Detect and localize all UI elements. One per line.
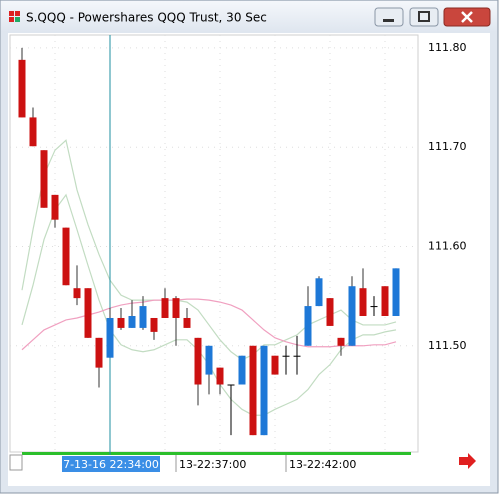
- candle-body: [249, 345, 257, 436]
- candle-body: [84, 288, 92, 338]
- candle-body: [117, 317, 125, 328]
- close-icon: [461, 11, 473, 23]
- candle-body: [392, 268, 400, 316]
- scroll-arrow[interactable]: [459, 453, 476, 469]
- candle-body: [62, 227, 70, 286]
- candle-body: [18, 59, 26, 118]
- candle-body: [51, 194, 59, 220]
- maximize-button[interactable]: [409, 7, 439, 27]
- candle-body: [40, 150, 48, 208]
- plot-area: [9, 34, 419, 453]
- scroll-bar[interactable]: [22, 452, 411, 455]
- x-label-highlight: [62, 456, 160, 472]
- x-tick-label: 13-22:42:00: [289, 458, 356, 471]
- x-tick-label: 7-13-16 22:34:00: [63, 458, 159, 471]
- candle-body: [315, 278, 323, 307]
- candle-body: [293, 355, 301, 357]
- minimize-button[interactable]: [374, 7, 404, 27]
- candle-body: [95, 337, 103, 368]
- candle-body: [381, 286, 389, 316]
- candle-body: [359, 288, 367, 316]
- candle-body: [260, 345, 268, 436]
- candle-body: [227, 384, 235, 386]
- maximize-icon: [418, 11, 430, 22]
- candle-body: [337, 337, 345, 346]
- band-line: [21, 298, 397, 351]
- candle-body: [106, 317, 114, 358]
- candle-body: [161, 298, 169, 318]
- x-tick-label: 13-22:37:00: [179, 458, 246, 471]
- candle-body: [238, 355, 246, 385]
- candle-body: [370, 306, 378, 308]
- candle-body: [150, 317, 158, 332]
- plot: 111.50 111.60 111.70 111.80 7-13-16 22:34:00…: [10, 35, 467, 472]
- candle-body: [29, 117, 37, 147]
- candle-body: [73, 288, 81, 299]
- window-title: S.QQQ - Powershares QQQ Trust, 30 Sec: [26, 11, 267, 25]
- candle-body: [216, 367, 224, 385]
- candle-body: [271, 355, 279, 375]
- candle-body: [348, 286, 356, 346]
- y-tick-label: 111.80: [428, 41, 467, 54]
- y-tick-label: 111.50: [428, 339, 467, 352]
- candle-body: [282, 355, 290, 357]
- candle-body: [304, 306, 312, 346]
- scroll-box[interactable]: [9, 454, 23, 471]
- candle-body: [205, 345, 213, 375]
- app-icon: [9, 11, 20, 22]
- band-line: [21, 139, 397, 361]
- candle-body: [326, 298, 334, 326]
- candle-body: [183, 317, 191, 328]
- candle-body: [172, 298, 180, 318]
- minimize-icon: [383, 19, 394, 22]
- candle-body: [139, 306, 147, 328]
- y-tick-label: 111.60: [428, 240, 467, 253]
- candle-body: [194, 337, 202, 385]
- y-tick-label: 111.70: [428, 140, 467, 153]
- candle-body: [128, 316, 136, 328]
